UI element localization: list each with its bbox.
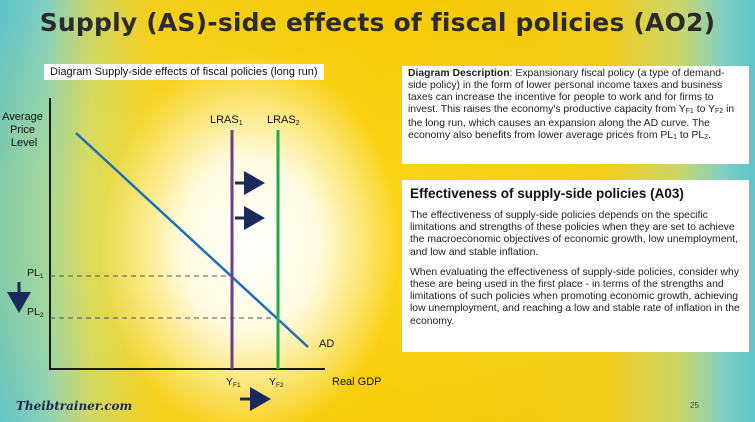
- effectiveness-panel: Effectiveness of supply-side policies (A…: [402, 180, 749, 352]
- effectiveness-heading: Effectiveness of supply-side policies (A…: [410, 186, 684, 201]
- pl2-label: PL2: [27, 306, 44, 319]
- page-title: Supply (AS)-side effects of fiscal polic…: [39, 8, 716, 37]
- brand-logo[interactable]: Theibtrainer.com: [16, 399, 133, 413]
- x-axis-label: Real GDP: [332, 376, 382, 388]
- page-number: 25: [690, 401, 699, 410]
- diagram-description: Diagram Description: Expansionary fiscal…: [402, 66, 749, 164]
- yf2-label: YF2: [269, 376, 284, 389]
- ad-curve: [75, 132, 309, 348]
- description-label: Diagram Description: [408, 68, 510, 79]
- yf1-label: YF1: [226, 376, 241, 389]
- ad-label: AD: [319, 338, 334, 350]
- effectiveness-paragraph-2: When evaluating the effectiveness of sup…: [410, 266, 740, 327]
- lras1-label: LRAS1: [210, 114, 243, 127]
- effectiveness-paragraph-1: The effectiveness of supply-side policie…: [410, 210, 739, 258]
- y-axis-label: Average Price Level: [2, 111, 46, 149]
- diagram-caption: Diagram Supply-side effects of fiscal po…: [44, 64, 324, 80]
- lras2-label: LRAS2: [267, 114, 300, 127]
- pl1-label: PL1: [27, 267, 44, 280]
